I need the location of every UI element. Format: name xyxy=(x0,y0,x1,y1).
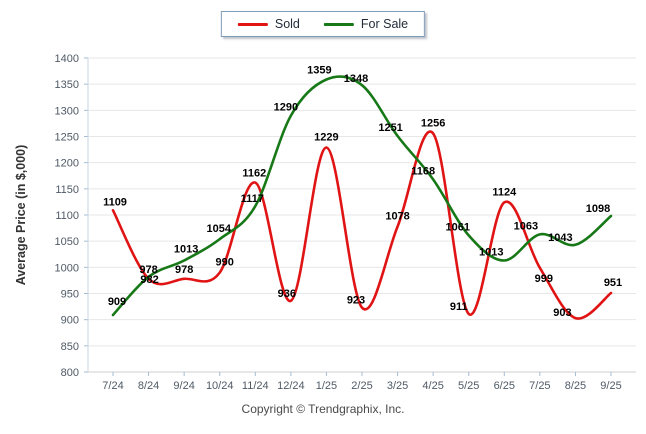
y-tick-label: 1150 xyxy=(55,184,79,196)
y-tick-label: 1100 xyxy=(55,210,79,222)
y-tick-label: 1250 xyxy=(55,132,79,144)
legend-label-for-sale: For Sale xyxy=(360,17,409,31)
x-tick-label: 9/25 xyxy=(600,380,621,392)
for-sale-data-label: 1251 xyxy=(378,122,402,134)
x-tick-label: 7/25 xyxy=(529,380,550,392)
x-tick-label: 1/25 xyxy=(316,380,337,392)
x-tick-label: 5/25 xyxy=(458,380,479,392)
y-tick-label: 1400 xyxy=(55,53,79,65)
sold-data-label: 911 xyxy=(450,301,468,313)
x-tick-label: 4/25 xyxy=(422,380,443,392)
x-tick-label: 8/24 xyxy=(138,380,159,392)
sold-data-label: 1124 xyxy=(492,186,517,198)
y-tick-label: 1300 xyxy=(55,105,79,117)
for-sale-data-label: 1043 xyxy=(548,232,572,244)
legend: Sold For Sale xyxy=(220,11,426,37)
sold-data-label: 978 xyxy=(175,264,193,276)
sold-data-label: 923 xyxy=(347,295,365,307)
y-tick-label: 1000 xyxy=(55,262,79,274)
sold-data-label: 1109 xyxy=(103,196,127,208)
for-sale-data-label: 1063 xyxy=(514,220,538,232)
y-tick-label: 1050 xyxy=(55,236,79,248)
x-tick-label: 7/24 xyxy=(102,380,123,392)
for-sale-data-label: 1013 xyxy=(174,244,198,256)
for-sale-data-label: 909 xyxy=(108,296,126,308)
for-sale-data-label: 1061 xyxy=(445,221,469,233)
y-tick-label: 1200 xyxy=(55,158,79,170)
for-sale-data-label: 982 xyxy=(140,274,158,286)
for-sale-data-label: 1348 xyxy=(344,73,368,85)
y-tick-label: 800 xyxy=(61,367,79,379)
y-tick-label: 1350 xyxy=(55,79,79,91)
y-tick-label: 950 xyxy=(61,289,79,301)
for-sale-data-label: 1359 xyxy=(307,64,331,76)
legend-item-sold: Sold xyxy=(237,17,300,31)
sold-data-label: 1078 xyxy=(385,211,409,223)
sold-data-label: 1256 xyxy=(421,117,445,129)
x-tick-label: 9/24 xyxy=(173,380,194,392)
x-tick-label: 3/25 xyxy=(387,380,408,392)
x-tick-label: 11/24 xyxy=(242,380,269,392)
legend-label-sold: Sold xyxy=(274,17,300,31)
y-axis-title: Average Price (in $,000) xyxy=(14,144,28,286)
sold-data-label: 1162 xyxy=(242,168,266,180)
sold-data-label: 978 xyxy=(139,264,157,276)
y-tick-label: 900 xyxy=(61,315,79,327)
sold-line-icon xyxy=(237,22,268,26)
sold-data-label: 936 xyxy=(278,288,296,300)
for-sale-series-line xyxy=(111,75,613,317)
for-sale-data-label: 1290 xyxy=(274,102,298,114)
x-tick-label: 2/25 xyxy=(351,380,372,392)
x-tick-label: 10/24 xyxy=(206,380,234,392)
x-tick-label: 6/25 xyxy=(494,380,515,392)
sold-data-label: 951 xyxy=(604,277,622,289)
for-sale-data-label: 1168 xyxy=(411,165,435,177)
legend-item-for-sale: For Sale xyxy=(323,17,409,31)
sold-data-label: 903 xyxy=(553,307,571,319)
for-sale-data-label: 1013 xyxy=(479,247,503,259)
for-sale-line-icon xyxy=(323,22,354,26)
x-tick-label: 8/25 xyxy=(565,380,586,392)
for-sale-data-label: 1117 xyxy=(241,193,264,205)
copyright-text: Copyright © Trendgraphix, Inc. xyxy=(241,402,405,416)
sold-data-label: 990 xyxy=(216,257,234,269)
for-sale-data-label: 1098 xyxy=(586,203,610,215)
sold-data-label: 999 xyxy=(535,273,553,285)
x-tick-label: 12/24 xyxy=(277,380,305,392)
for-sale-data-label: 1054 xyxy=(206,223,231,235)
sold-series-line xyxy=(111,130,613,320)
sold-data-label: 1229 xyxy=(314,131,338,143)
y-tick-label: 850 xyxy=(61,341,79,353)
